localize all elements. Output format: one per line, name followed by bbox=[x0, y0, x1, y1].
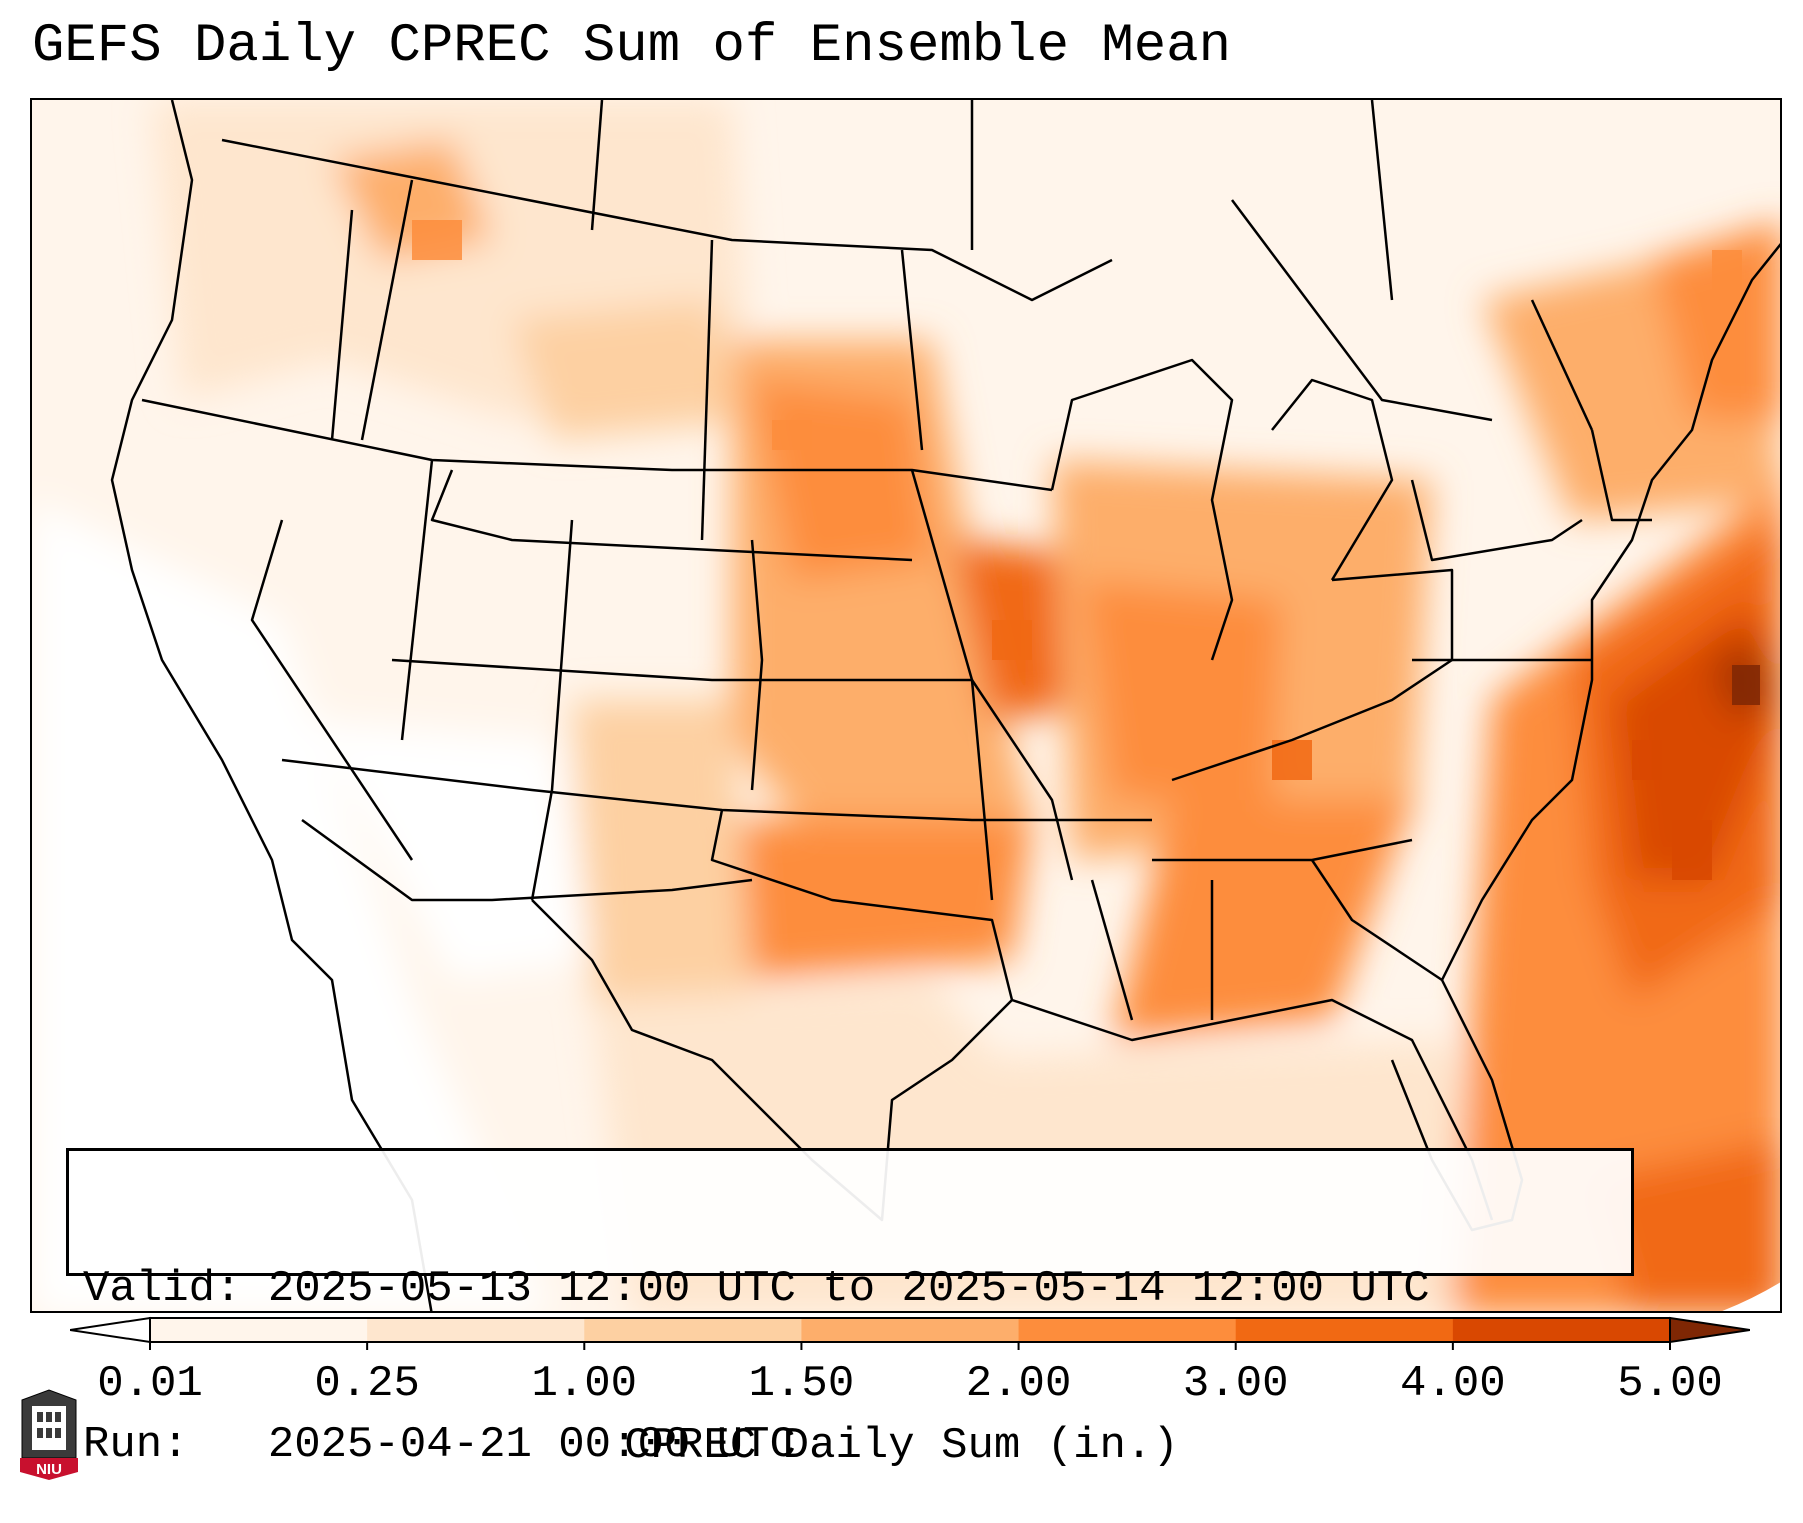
precip-cells bbox=[412, 220, 1760, 880]
colorbar-tick-label: 5.00 bbox=[1617, 1359, 1723, 1409]
niu-tower-icon: NIU bbox=[20, 1389, 78, 1480]
map-panel[interactable] bbox=[30, 98, 1782, 1313]
valid-time-text: Valid: 2025-05-13 12:00 UTC to 2025-05-1… bbox=[83, 1264, 1430, 1314]
colorbar-extend-min bbox=[70, 1316, 151, 1344]
state-borders bbox=[110, 100, 1780, 1311]
colorbar bbox=[70, 1316, 1750, 1350]
colorbar-tick-label: 1.50 bbox=[748, 1359, 855, 1409]
colorbar-segment bbox=[1235, 1318, 1454, 1342]
colorbar-segment bbox=[367, 1318, 585, 1342]
colorbar-segment bbox=[801, 1318, 1020, 1342]
colorbar-tick-label: 0.25 bbox=[314, 1359, 420, 1409]
colorbar-outline bbox=[149, 1317, 1671, 1343]
colorbar-segment bbox=[584, 1318, 802, 1342]
domain-edge bbox=[1722, 1282, 1780, 1311]
precip-map bbox=[32, 100, 1780, 1311]
colorbar-segment bbox=[150, 1318, 368, 1342]
colorbar-label: CPREC Daily Sum (in.) bbox=[624, 1421, 1179, 1471]
colorbar-tick-label: 0.01 bbox=[97, 1359, 203, 1409]
chart-title: GEFS Daily CPREC Sum of Ensemble Mean bbox=[32, 16, 1231, 77]
valid-run-info-box: Valid: 2025-05-13 12:00 UTC to 2025-05-1… bbox=[66, 1148, 1634, 1470]
colorbar-tick-label: 4.00 bbox=[1400, 1359, 1506, 1409]
colorbar-segment bbox=[1018, 1318, 1237, 1342]
run-time-text: Run: 2025-04-21 00:00 UTC bbox=[83, 1420, 796, 1470]
colorbar-tick-label: 2.00 bbox=[965, 1359, 1072, 1409]
colorbar-tick-label: 1.00 bbox=[531, 1359, 638, 1409]
colorbar-segment bbox=[1452, 1318, 1671, 1342]
colorbar-tick-label: 3.00 bbox=[1182, 1359, 1289, 1409]
colorbar-extend-max bbox=[1669, 1316, 1750, 1344]
logo-text: NIU bbox=[36, 1461, 62, 1478]
